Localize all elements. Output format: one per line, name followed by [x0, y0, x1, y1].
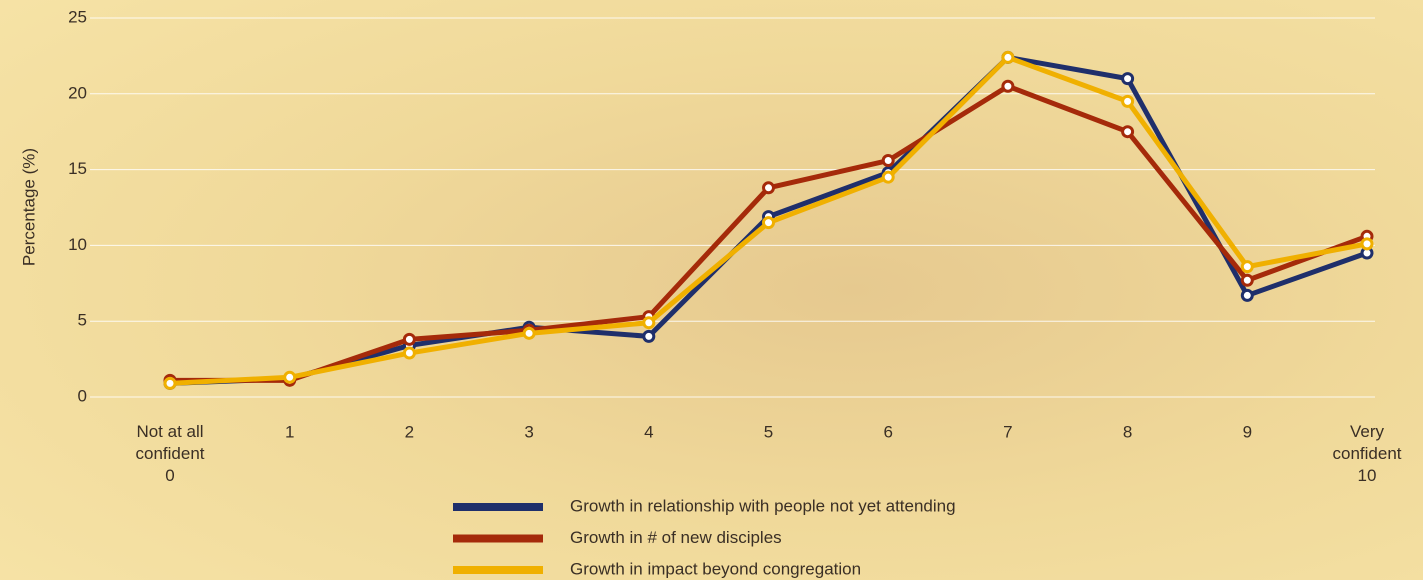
x-tick-label: 8: [1123, 422, 1132, 441]
y-tick-label: 5: [78, 311, 87, 330]
legend-label: Growth in impact beyond congregation: [570, 559, 861, 578]
data-point: [1240, 273, 1254, 287]
legend-swatch: [453, 566, 543, 574]
legend-swatch: [453, 534, 543, 543]
data-point: [402, 346, 416, 360]
y-tick-label: 10: [68, 235, 87, 254]
data-point: [163, 376, 177, 390]
data-point: [1121, 125, 1135, 139]
y-axis-label: Percentage (%): [19, 148, 38, 266]
data-point: [1001, 50, 1015, 64]
x-tick-label: 9: [1243, 422, 1252, 441]
y-tick-label: 25: [68, 7, 87, 26]
x-tick-label: 1: [285, 422, 294, 441]
y-tick-label: 15: [68, 159, 87, 178]
y-tick-label: 0: [78, 386, 87, 405]
data-point: [283, 370, 297, 384]
data-point: [762, 181, 775, 195]
data-point: [642, 329, 656, 343]
data-point: [402, 332, 416, 346]
x-tick-label: 2: [405, 422, 414, 441]
data-point: [1360, 237, 1374, 251]
data-point: [522, 326, 536, 340]
data-point: [881, 170, 895, 184]
x-tick-label: 3: [524, 422, 533, 441]
data-point: [762, 216, 775, 230]
x-tick-label: Not at all confident 0: [136, 422, 205, 485]
x-tick-label: 6: [883, 422, 892, 441]
legend-label: Growth in relationship with people not y…: [570, 496, 956, 515]
data-point: [1001, 79, 1015, 93]
y-tick-label: 20: [68, 83, 87, 102]
data-point: [881, 154, 895, 168]
data-point: [642, 316, 656, 330]
legend-label: Growth in # of new disciples: [570, 528, 782, 547]
legend-swatch: [453, 503, 543, 511]
data-point: [1240, 260, 1254, 274]
data-point: [1121, 94, 1135, 108]
x-tick-label: 5: [764, 422, 773, 441]
data-point: [1121, 72, 1135, 86]
x-tick-label: 7: [1003, 422, 1012, 441]
data-point: [1240, 288, 1254, 302]
x-tick-label: Very confident 10: [1333, 422, 1402, 485]
x-tick-label: 4: [644, 422, 653, 441]
